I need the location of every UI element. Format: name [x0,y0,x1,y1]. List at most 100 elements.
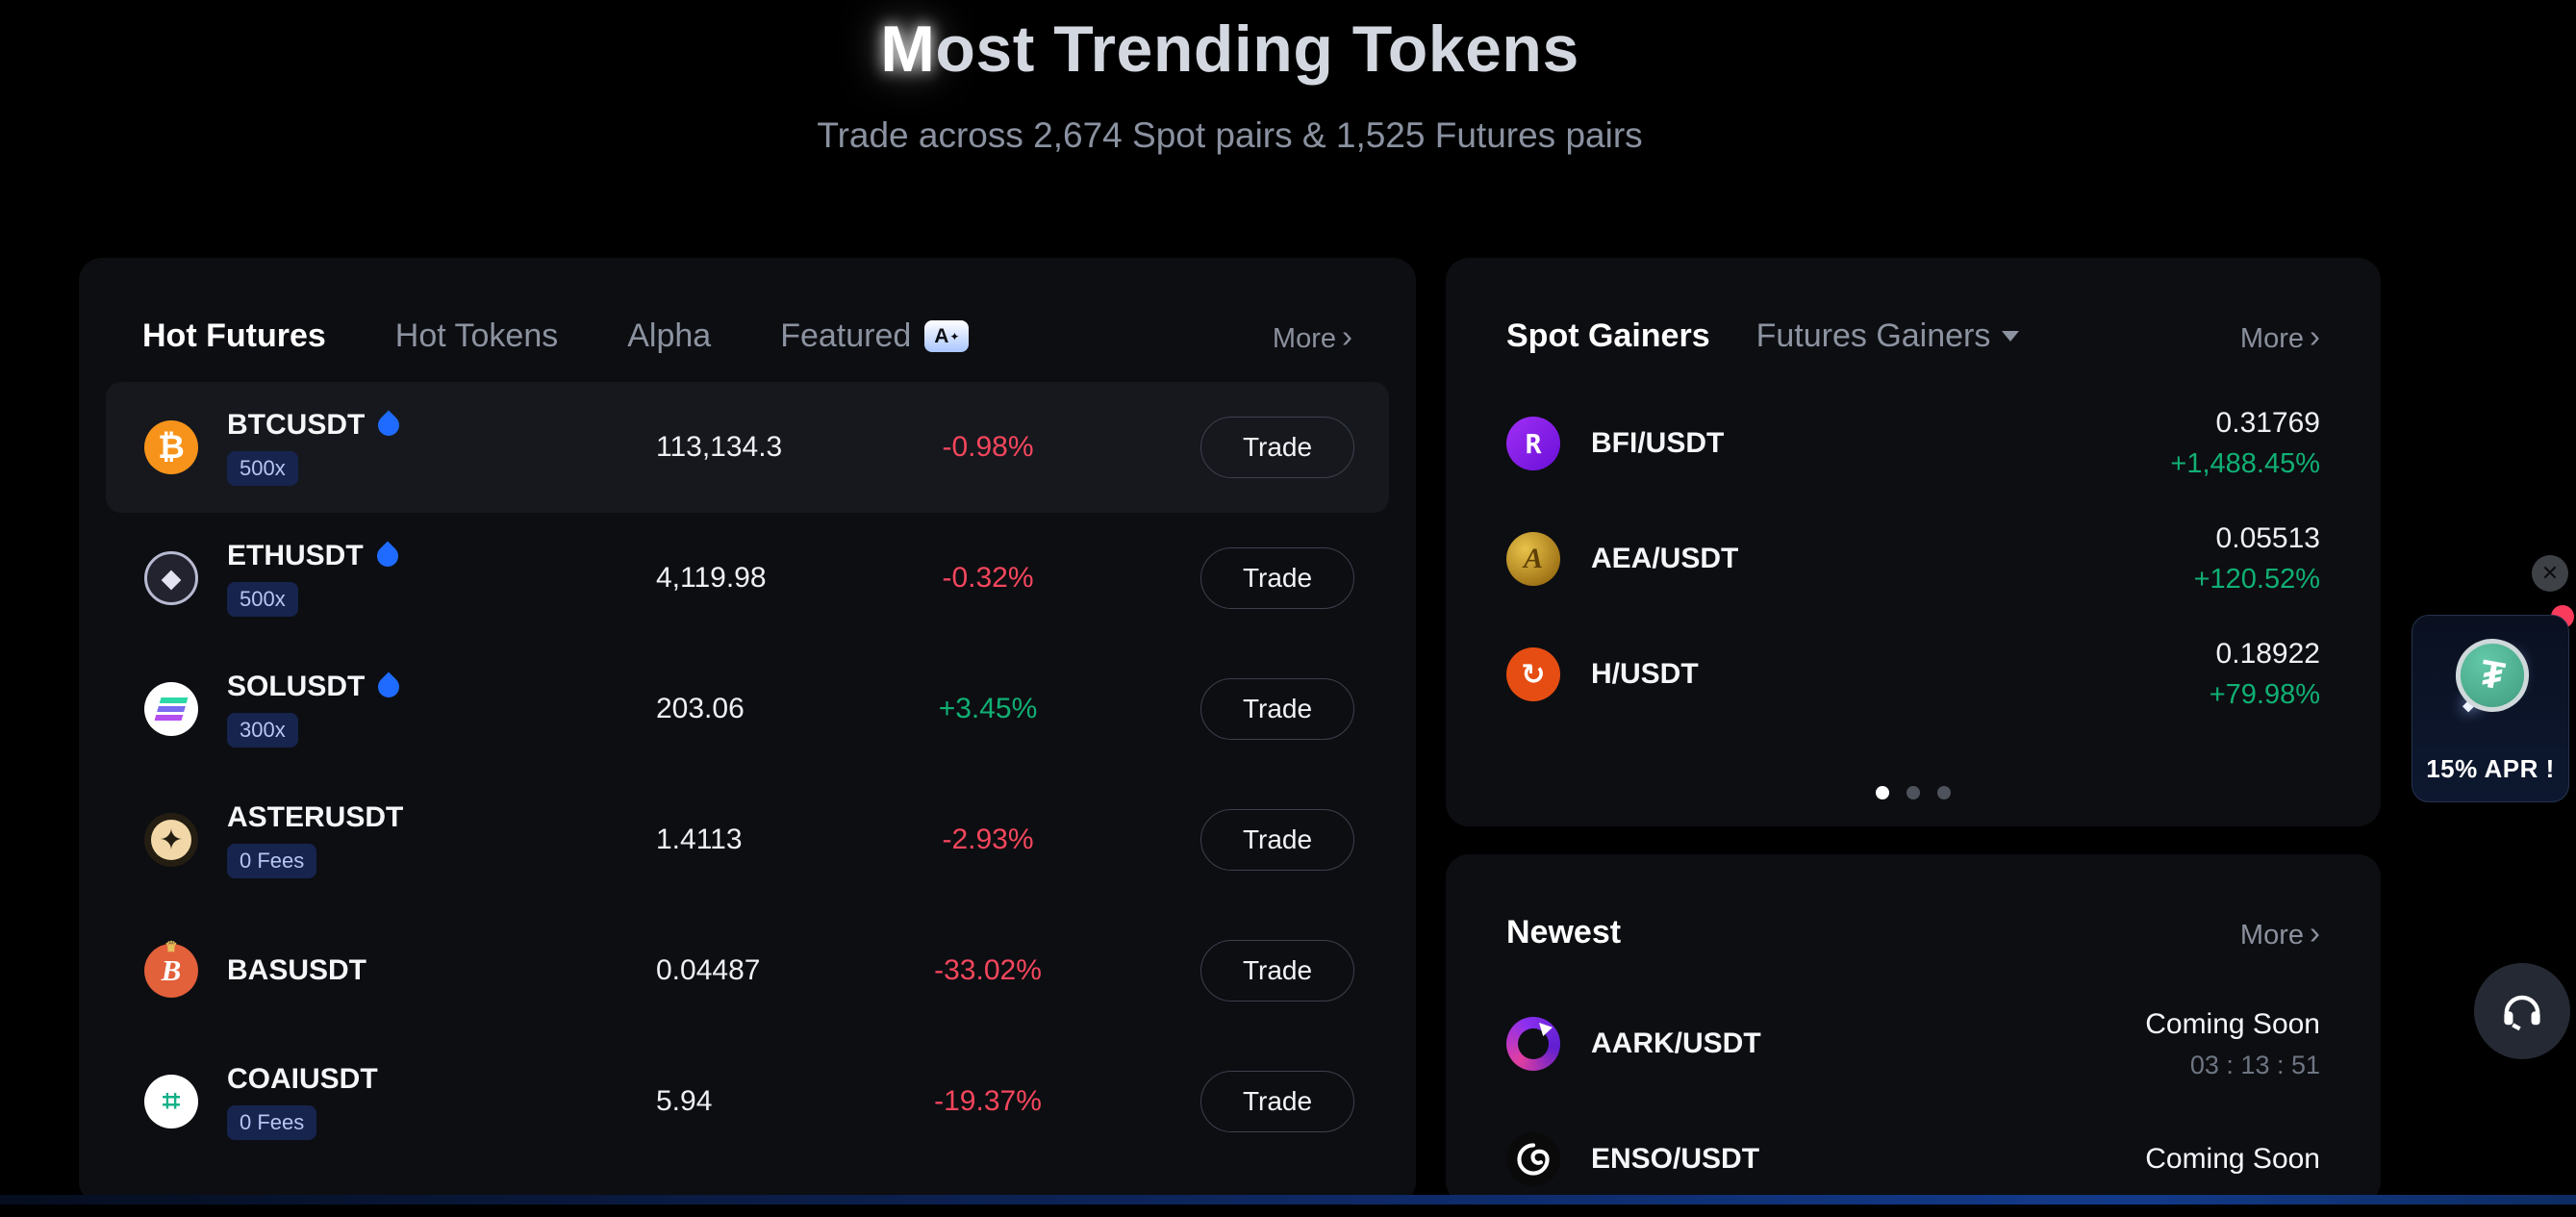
solana-logo-icon [144,682,198,736]
aea-logo-icon: A [1506,532,1560,586]
token-row-btcusdt[interactable]: ₿ BTCUSDT 500x 113,134.3 -0.98% Trade [106,382,1389,513]
carousel-dot-2[interactable] [1907,786,1920,799]
token-row-asterusdt[interactable]: ✦ ASTERUSDT 0 Fees 1.4113 -2.93% Trade [106,774,1389,905]
pair-name: ETHUSDT [227,540,364,571]
newest-row-enso[interactable]: ENSO/USDT Coming Soon [1446,1102,2381,1217]
pair-name: AEA/USDT [1591,543,1739,574]
trade-button[interactable]: Trade [1200,940,1354,1001]
change-value: -0.32% [942,562,1034,594]
newest-list: AARK/USDT Coming Soon 03 : 13 : 51 ENSO/… [1446,986,2381,1217]
more-label: More [2239,322,2304,354]
change-value: +79.98% [2209,679,2320,710]
trade-button[interactable]: Trade [1200,678,1354,740]
pair-name: BASUSDT [227,954,367,986]
tab-hot-tokens[interactable]: Hot Tokens [394,317,559,354]
price-value: 113,134.3 [656,431,783,463]
coai-logo-icon: ⌗ [144,1075,198,1128]
hot-flame-icon [373,410,404,441]
carousel-pagination [1446,786,2381,799]
tab-featured[interactable]: Featured A [780,317,970,355]
token-row-basusdt[interactable]: B BASUSDT 0.04487 -33.02% Trade [106,905,1389,1036]
leverage-badge: 300x [227,713,298,748]
pair-cell: ✦ ASTERUSDT 0 Fees [144,801,656,878]
chevron-right-icon: › [2310,317,2320,354]
token-row-coaiusdt[interactable]: ⌗ COAIUSDT 0 Fees 5.94 -19.37% Trade [106,1036,1389,1167]
bitcoin-logo-icon: ₿ [144,420,198,474]
token-row-solusdt[interactable]: SOLUSDT 300x 203.06 +3.45% Trade [106,644,1389,774]
change-value: -2.93% [942,824,1034,855]
h-logo-icon: ↻ [1506,647,1560,701]
bas-logo-icon: B [144,944,198,998]
newest-card-head: Newest More › [1446,854,2381,951]
newest-title: Newest [1506,914,1622,951]
page-subtitle: Trade across 2,674 Spot pairs & 1,525 Fu… [817,115,1643,155]
page-title: Most Trending Tokens [0,12,2460,87]
change-value: +3.45% [938,693,1038,724]
trade-button[interactable]: Trade [1200,417,1354,478]
pair-cell: ₿ BTCUSDT 500x [144,409,656,486]
leverage-badge: 500x [227,451,298,486]
token-row-ethusdt[interactable]: ◆ ETHUSDT 500x 4,119.98 -0.32% Trade [106,513,1389,644]
hot-futures-card: Hot Futures Hot Tokens Alpha Featured A … [79,258,1416,1204]
price-value: 203.06 [656,693,745,724]
tab-featured-label: Featured [780,317,912,354]
pair-name: ASTERUSDT [227,801,404,833]
hot-flame-icon [372,541,403,571]
pair-name: BFI/USDT [1591,427,1725,459]
chevron-right-icon: › [2310,914,2320,951]
chevron-right-icon: › [1342,317,1352,354]
gainers-more-link[interactable]: More › [2240,318,2320,355]
price-value: 0.18922 [2215,638,2320,670]
newest-row-aark[interactable]: AARK/USDT Coming Soon 03 : 13 : 51 [1446,986,2381,1102]
gainers-list: R BFI/USDT 0.31769 +1,488.45% A AEA/USDT… [1446,386,2381,732]
tab-futures-gainers[interactable]: Futures Gainers [1756,317,2020,355]
gainer-row-h[interactable]: ↻ H/USDT 0.18922 +79.98% [1446,617,2381,732]
more-label: More [2239,919,2304,951]
tab-spot-gainers[interactable]: Spot Gainers [1506,317,1710,354]
hot-card-tabs: Hot Futures Hot Tokens Alpha Featured A … [79,258,1416,355]
zero-fees-badge: 0 Fees [227,1105,317,1140]
apr-promo-banner[interactable]: ↗ ₮ 15% APR ! [2412,615,2569,802]
pair-name: BTCUSDT [227,409,366,441]
newest-card: Newest More › AARK/USDT Coming Soon 03 : … [1446,854,2381,1204]
bfi-logo-icon: R [1506,417,1560,470]
support-button[interactable] [2474,963,2570,1059]
headset-icon [2504,995,2540,1031]
gainers-card-tabs: Spot Gainers Futures Gainers More › [1446,258,2381,355]
apr-label: 15% APR ! [2426,754,2555,783]
hot-futures-list: ₿ BTCUSDT 500x 113,134.3 -0.98% Trade ◆ … [79,382,1416,1167]
hot-card-more-link[interactable]: More › [1273,318,1352,355]
pair-name: AARK/USDT [1591,1027,1761,1059]
pair-cell: B BASUSDT [144,944,656,998]
aster-logo-icon: ✦ [144,813,198,867]
tab-alpha[interactable]: Alpha [627,317,712,354]
pair-cell: ◆ ETHUSDT 500x [144,540,656,617]
price-value: 5.94 [656,1085,713,1117]
gainer-row-bfi[interactable]: R BFI/USDT 0.31769 +1,488.45% [1446,386,2381,501]
chevron-down-icon [2002,331,2020,342]
carousel-dot-3[interactable] [1937,786,1951,799]
trade-button[interactable]: Trade [1200,1071,1354,1132]
trade-button[interactable]: Trade [1200,547,1354,609]
coming-soon-label: Coming Soon [2145,1007,2320,1040]
tab-hot-futures[interactable]: Hot Futures [142,317,326,354]
pair-name: COAIUSDT [227,1063,378,1095]
newest-more-link[interactable]: More › [2240,915,2320,951]
price-value: 4,119.98 [656,562,767,594]
close-icon[interactable]: ✕ [2532,555,2568,592]
change-value: -0.98% [942,431,1034,463]
price-value: 0.31769 [2215,407,2320,439]
price-value: 1.4113 [656,824,743,855]
change-value: +1,488.45% [2170,448,2320,479]
gainers-card: Spot Gainers Futures Gainers More › R BFI… [1446,258,2381,826]
pair-name: SOLUSDT [227,671,366,702]
change-value: +120.52% [2193,564,2320,595]
pair-name: ENSO/USDT [1591,1143,1760,1175]
price-value: 0.05513 [2215,522,2320,554]
hero-section: Most Trending Tokens Trade across 2,674 … [0,0,2460,156]
gainer-row-aea[interactable]: A AEA/USDT 0.05513 +120.52% [1446,501,2381,617]
carousel-dot-1[interactable] [1876,786,1889,799]
change-value: -19.37% [934,1085,1042,1117]
trade-button[interactable]: Trade [1200,809,1354,871]
